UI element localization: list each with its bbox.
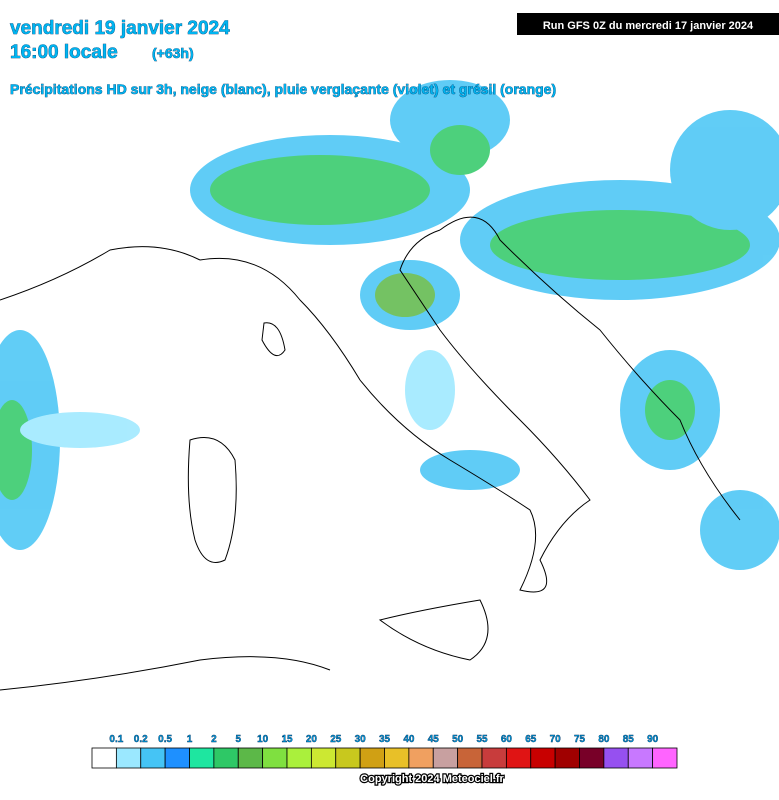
legend-label: 55 <box>476 734 488 745</box>
legend-swatch <box>481 747 507 769</box>
legend-label: 60 <box>501 734 513 745</box>
legend-label: 70 <box>550 734 562 745</box>
legend-swatch <box>164 747 190 769</box>
legend-label: 20 <box>306 734 318 745</box>
legend-label: 0.1 <box>109 734 123 745</box>
legend-swatch <box>554 747 580 769</box>
legend: 0.1 0.2 0.5 1 2 5 10 15 20 25 30 35 40 45 50 55 60 65 70 75… <box>91 734 678 769</box>
legend-swatch <box>359 747 385 769</box>
legend-swatch <box>627 747 654 769</box>
legend-label: 5 <box>235 734 241 745</box>
legend-label: 30 <box>355 734 367 745</box>
lead-time: (+63h) <box>152 45 194 61</box>
legend-swatch <box>335 747 361 769</box>
copyright: Copyright 2024 Meteociel.fr <box>360 773 504 785</box>
legend-label: 0.2 <box>134 734 148 745</box>
legend-label: 50 <box>452 734 464 745</box>
legend-swatch <box>457 747 483 769</box>
legend-label: 45 <box>428 734 440 745</box>
legend-swatch <box>189 747 215 769</box>
legend-swatch <box>408 747 434 769</box>
legend-label: 65 <box>525 734 537 745</box>
legend-label: 0.5 <box>158 734 172 745</box>
legend-swatch <box>310 747 337 769</box>
legend-label: 25 <box>330 734 342 745</box>
legend-swatch <box>505 747 532 769</box>
legend-label: 10 <box>257 734 269 745</box>
legend-label: 35 <box>379 734 391 745</box>
legend-swatch <box>140 747 166 769</box>
legend-swatch <box>384 747 410 769</box>
legend-label: 75 <box>574 734 586 745</box>
legend-swatch <box>262 747 288 769</box>
precipitation <box>0 80 779 570</box>
run-label: Run GFS 0Z du mercredi 17 janvier 2024 <box>543 20 754 32</box>
legend-swatch <box>286 747 312 769</box>
subtitle: Précipitations HD sur 3h, neige (blanc),… <box>10 81 556 97</box>
legend-swatch <box>530 747 556 769</box>
legend-swatch <box>91 747 117 769</box>
time: 16:00 locale <box>10 42 118 63</box>
legend-label: 40 <box>403 734 415 745</box>
date: vendredi 19 janvier 2024 <box>10 18 230 39</box>
legend-swatch <box>115 747 142 769</box>
legend-label: 90 <box>647 734 659 745</box>
legend-swatch <box>432 747 459 769</box>
legend-label: 2 <box>211 734 217 745</box>
legend-swatch <box>213 747 239 769</box>
coastlines <box>0 216 741 691</box>
legend-swatch <box>603 747 629 769</box>
legend-swatch <box>579 747 605 769</box>
legend-label: 15 <box>281 734 293 745</box>
legend-label: 1 <box>187 734 193 745</box>
legend-label: 85 <box>623 734 635 745</box>
legend-label: 80 <box>598 734 610 745</box>
legend-swatch <box>652 747 678 769</box>
run-box <box>517 13 779 35</box>
legend-swatch <box>237 747 264 769</box>
